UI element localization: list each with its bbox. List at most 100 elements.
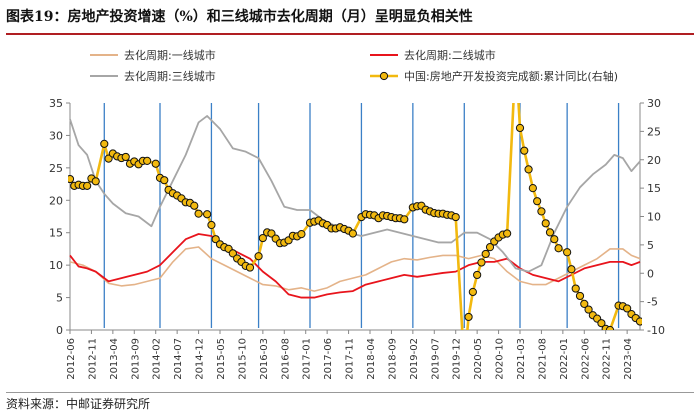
data-point: [528, 184, 537, 193]
chart: 0 5 10 15 20 25 30 35 -10 -5 0 5 10 15 20 25 30 2012-06 20…: [49, 48, 665, 380]
left-tick-label: 15: [49, 227, 63, 240]
x-tick-label: 2017-01: [302, 338, 313, 380]
right-tick-label: 30: [647, 97, 661, 110]
data-point: [533, 197, 542, 206]
data-point: [451, 212, 460, 222]
data-point: [520, 146, 529, 155]
x-tick-label: 2023-04: [623, 338, 634, 380]
plot-area: 0 5 10 15 20 25 30 35 -10 -5 0 5 10 15 20 25 30 2012-06 20…: [49, 97, 665, 380]
x-tick-label: 2012-06: [66, 338, 77, 380]
right-tick-label: 15: [647, 182, 661, 195]
data-point: [635, 317, 642, 326]
data-point: [190, 201, 199, 210]
data-point: [468, 287, 477, 297]
data-point: [83, 181, 92, 190]
left-tick-label: 10: [49, 259, 63, 272]
data-point: [541, 219, 550, 228]
right-tick-label: 10: [647, 211, 661, 224]
x-tick-label: 2014-07: [173, 338, 184, 380]
data-point: [245, 263, 255, 272]
x-tick-label: 2015-10: [237, 338, 248, 380]
x-tick-label: 2021-08: [537, 338, 548, 380]
bottom-rule: [6, 392, 694, 393]
legend-label-tier1: 去化周期:一线城市: [124, 48, 216, 62]
data-point: [584, 305, 593, 314]
left-tick-label: 35: [49, 97, 63, 110]
data-point: [481, 249, 490, 259]
title-rule: [6, 33, 694, 35]
x-tick-label: 2012-11: [87, 338, 98, 380]
x-tick-label: 2018-09: [387, 338, 398, 380]
legend-marker: [379, 71, 389, 81]
data-point: [203, 210, 212, 219]
data-point: [464, 312, 473, 322]
data-point: [267, 229, 276, 238]
data-point: [605, 325, 615, 330]
x-tick-label: 2022-11: [602, 338, 613, 380]
data-point: [503, 229, 512, 238]
data-point: [207, 220, 216, 230]
x-tick-label: 2019-12: [452, 338, 463, 380]
data-point: [258, 233, 267, 243]
left-tick-label: 30: [49, 129, 63, 142]
data-point: [143, 156, 152, 165]
left-tick-label: 0: [56, 324, 63, 337]
right-tick-label: 0: [647, 267, 654, 280]
data-point: [477, 258, 486, 267]
source-note: 资料来源：中邮证券研究所: [6, 397, 151, 411]
data-point: [348, 229, 357, 238]
data-point: [545, 228, 555, 237]
data-point: [554, 244, 563, 253]
x-tick-label: 2017-11: [345, 338, 356, 380]
x-tick-label: 2021-03: [516, 338, 527, 380]
data-point: [524, 165, 533, 174]
x-tick-label: 2020-10: [495, 338, 506, 380]
data-point: [211, 235, 220, 244]
legend-label-tier3: 去化周期:三线城市: [124, 69, 216, 83]
data-point: [473, 270, 482, 280]
x-tick-label: 2022-06: [580, 338, 591, 380]
data-point: [537, 207, 546, 216]
data-point: [297, 229, 306, 239]
x-tick-label: 2020-05: [473, 338, 484, 380]
legend-label-tier2: 去化周期:二线城市: [404, 48, 496, 62]
data-point: [91, 177, 100, 186]
series-tier2: [69, 233, 641, 299]
x-tick-label: 2018-04: [366, 338, 377, 380]
right-tick-label: 20: [647, 154, 661, 167]
series-invest: [68, 103, 642, 330]
x-tick-label: 2014-02: [152, 338, 163, 380]
data-point: [228, 249, 237, 258]
series-line-tier1: [69, 246, 641, 292]
series-line-invest: [68, 103, 641, 330]
right-tick-label: 5: [647, 239, 654, 252]
data-point: [160, 176, 169, 185]
data-point: [571, 284, 580, 293]
axes: 0 5 10 15 20 25 30 35 -10 -5 0 5 10 15 20 25 30 2012-06 20…: [49, 97, 665, 380]
x-tick-label: 2015-05: [216, 338, 227, 380]
data-point: [563, 248, 572, 257]
x-tick-label: 2017-06: [323, 338, 334, 380]
data-point: [485, 243, 495, 252]
right-tick-label: -5: [647, 296, 658, 309]
legend-label-invest: 中国:房地产开发投资完成额:累计同比(右轴): [404, 69, 618, 83]
data-point: [567, 265, 576, 274]
data-point: [550, 235, 559, 244]
data-point: [100, 139, 109, 148]
data-point: [597, 319, 606, 328]
left-tick-label: 20: [49, 194, 63, 207]
x-tick-label: 2019-02: [409, 338, 420, 380]
right-tick-label: 25: [647, 125, 661, 138]
data-point: [121, 152, 130, 162]
x-tick-label: 2016-08: [280, 338, 291, 380]
data-point: [151, 159, 160, 168]
x-tick-label: 2013-09: [130, 338, 141, 380]
x-tick-label: 2022-01: [559, 338, 570, 380]
data-point: [400, 215, 409, 224]
figure-title: 图表19：房地产投资增速（%）和三线城市去化周期（月）呈明显负相关性: [6, 9, 473, 25]
x-tick-label: 2016-03: [259, 338, 270, 380]
data-point: [575, 291, 585, 301]
data-point: [104, 154, 113, 163]
right-tick-label: -10: [647, 324, 665, 337]
